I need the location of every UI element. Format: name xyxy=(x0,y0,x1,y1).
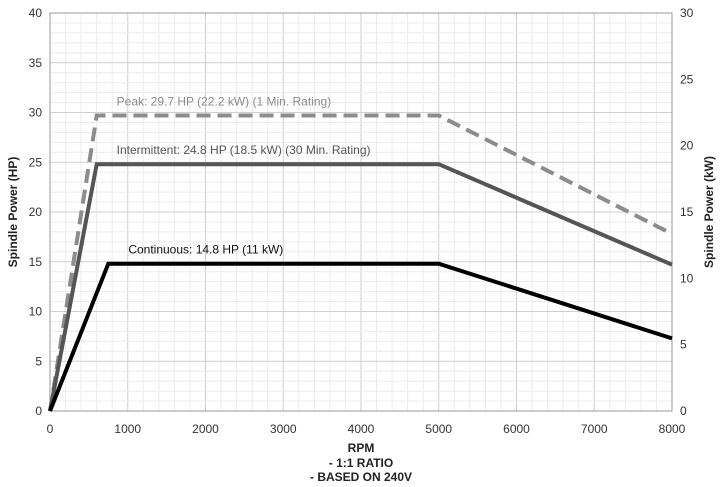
y-tick-label-left: 0 xyxy=(35,404,42,418)
y-tick-label-left: 40 xyxy=(29,6,43,20)
x-axis-note-voltage: - BASED ON 240V xyxy=(310,470,412,484)
y-tick-label-left: 35 xyxy=(29,56,43,70)
series-line xyxy=(48,162,673,412)
right-y-tick-labels: 0 5 10 15 20 25 30 xyxy=(680,6,694,418)
x-tick-label: 2000 xyxy=(192,422,219,436)
y-tick-label-left: 10 xyxy=(29,305,43,319)
y-tick-label-left: 15 xyxy=(29,255,43,269)
x-axis-title: RPM xyxy=(348,441,375,455)
y-tick-label-right: 0 xyxy=(680,404,687,418)
y-tick-label-right: 20 xyxy=(680,139,694,153)
x-tick-label: 5000 xyxy=(425,422,452,436)
y-tick-label-right: 15 xyxy=(680,205,694,219)
x-axis-note-ratio: - 1:1 RATIO xyxy=(329,456,393,470)
series-label: Continuous: 14.8 HP (11 kW) xyxy=(128,243,283,257)
series-label: Peak: 29.7 HP (22.2 kW) (1 Min. Rating) xyxy=(117,94,332,108)
series-label: Intermittent: 24.8 HP (18.5 kW) (30 Min.… xyxy=(117,143,371,157)
y-tick-label-right: 10 xyxy=(680,271,694,285)
y-tick-label-left: 20 xyxy=(29,205,43,219)
left-y-tick-labels: 0 5 10 15 20 25 30 35 40 xyxy=(29,6,43,418)
x-tick-label: 0 xyxy=(47,422,54,436)
x-tick-label: 7000 xyxy=(581,422,608,436)
y-tick-label-left: 25 xyxy=(29,155,43,169)
chart-grid xyxy=(50,13,672,411)
x-tick-label: 6000 xyxy=(503,422,530,436)
y-axis-right-title: Spindle Power (kW) xyxy=(702,156,716,268)
y-axis-left-title: Spindle Power (HP) xyxy=(6,157,20,268)
series-line xyxy=(48,261,673,412)
y-tick-label-right: 5 xyxy=(680,338,687,352)
series-line xyxy=(48,113,673,412)
y-tick-label-left: 30 xyxy=(29,106,43,120)
x-tick-label: 3000 xyxy=(270,422,297,436)
series-labels: Peak: 29.7 HP (22.2 kW) (1 Min. Rating) I… xyxy=(117,94,371,256)
y-tick-label-right: 30 xyxy=(680,6,694,20)
y-tick-label-left: 5 xyxy=(35,354,42,368)
y-tick-label-right: 25 xyxy=(680,72,694,86)
series-lines xyxy=(48,113,673,412)
x-tick-labels: 0 1000 2000 3000 4000 5000 6000 7000 8000 xyxy=(47,422,686,436)
plot-area-frame xyxy=(49,12,673,412)
x-tick-label: 4000 xyxy=(348,422,375,436)
x-tick-label: 1000 xyxy=(114,422,141,436)
x-tick-label: 8000 xyxy=(659,422,686,436)
